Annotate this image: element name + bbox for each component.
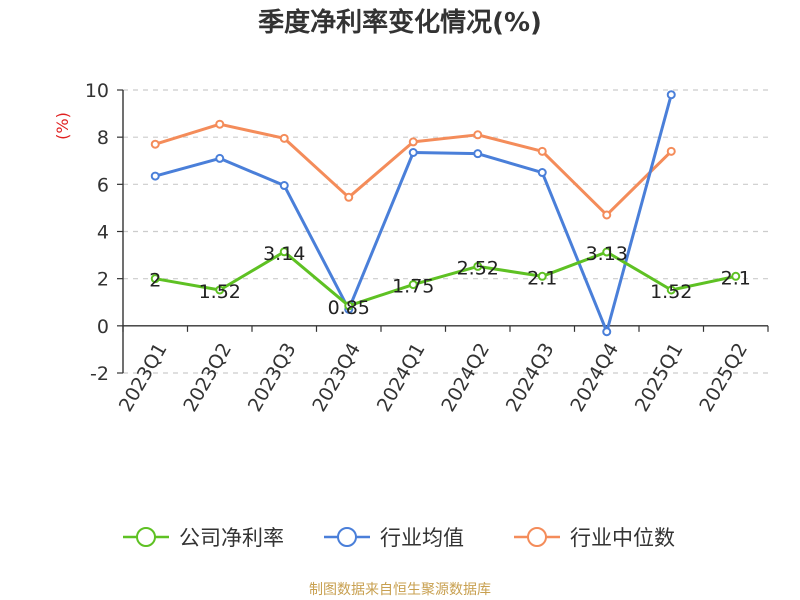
y-tick-label: 8 bbox=[97, 127, 109, 149]
legend-label: 行业中位数 bbox=[570, 526, 675, 550]
data-label: 2 bbox=[149, 270, 161, 292]
data-point bbox=[537, 168, 547, 178]
axes bbox=[117, 89, 769, 374]
legend-label: 公司净利率 bbox=[179, 526, 284, 550]
data-point bbox=[279, 133, 289, 143]
x-tick-label: 2025Q1 bbox=[631, 339, 688, 415]
data-point bbox=[537, 146, 547, 156]
data-label: 3.13 bbox=[586, 243, 628, 265]
legend-item[interactable]: 行业均值 bbox=[324, 526, 464, 550]
data-point bbox=[279, 181, 289, 191]
x-tick-labels: 2023Q1 2023Q2 2023Q3 2023Q4 2024Q1 2024Q2 2024… bbox=[115, 339, 752, 415]
y-tick-label: 6 bbox=[97, 174, 109, 196]
data-point bbox=[215, 119, 225, 129]
data-point bbox=[731, 271, 741, 281]
data-point bbox=[215, 285, 225, 295]
x-tick-label: 2024Q3 bbox=[502, 339, 559, 415]
legend: 公司净利率 行业均值 行业中位数 bbox=[123, 526, 675, 550]
legend-item[interactable]: 公司净利率 bbox=[123, 526, 284, 550]
x-tick-label: 2023Q2 bbox=[179, 339, 236, 415]
series-points bbox=[150, 90, 741, 337]
data-label: 2.52 bbox=[457, 257, 499, 279]
data-point bbox=[150, 139, 160, 149]
data-point bbox=[408, 137, 418, 147]
y-tick-label: -2 bbox=[90, 363, 109, 385]
x-tick-label: 2023Q3 bbox=[244, 339, 301, 415]
data-label: 2.1 bbox=[721, 267, 751, 289]
data-point bbox=[150, 171, 160, 181]
x-tick-label: 2025Q2 bbox=[695, 339, 752, 415]
legend-swatch-marker bbox=[136, 527, 156, 547]
data-source-note: 制图数据来自恒生聚源数据库 bbox=[309, 582, 491, 598]
data-label: 1.75 bbox=[392, 276, 434, 298]
data-point bbox=[344, 301, 354, 311]
x-tick-label: 2024Q4 bbox=[566, 339, 623, 415]
data-point bbox=[408, 147, 418, 157]
data-point bbox=[666, 90, 676, 100]
x-tick-label: 2023Q4 bbox=[308, 339, 365, 415]
legend-item[interactable]: 行业中位数 bbox=[514, 526, 675, 550]
y-tick-labels: -2 0 2 4 6 8 10 bbox=[85, 80, 109, 385]
data-point bbox=[473, 261, 483, 271]
x-tick-label: 2024Q2 bbox=[437, 339, 494, 415]
series-lines bbox=[154, 94, 737, 334]
data-label: 3.14 bbox=[263, 243, 305, 265]
data-point bbox=[666, 146, 676, 156]
data-point bbox=[473, 149, 483, 159]
y-tick-label: 10 bbox=[85, 80, 109, 102]
y-tick-label: 4 bbox=[97, 222, 109, 244]
data-point bbox=[408, 280, 418, 290]
y-tick-label: 2 bbox=[97, 269, 109, 291]
legend-label: 行业均值 bbox=[380, 526, 464, 550]
data-point bbox=[344, 192, 354, 202]
data-point bbox=[602, 247, 612, 257]
data-labels: 2 1.52 3.14 0.85 1.75 2.52 2.1 3.13 1.52 2.1 bbox=[149, 243, 751, 319]
x-tick-label: 2024Q1 bbox=[373, 339, 430, 415]
legend-swatch-marker bbox=[527, 527, 547, 547]
y-axis-unit: (%) bbox=[53, 112, 72, 140]
y-tick-label: 0 bbox=[97, 316, 109, 338]
chart-title: 季度净利率变化情况(%) bbox=[258, 8, 542, 38]
data-label: 2.1 bbox=[527, 267, 557, 289]
data-point bbox=[473, 130, 483, 140]
data-point bbox=[279, 247, 289, 257]
data-label: 1.52 bbox=[199, 281, 241, 303]
data-point bbox=[537, 271, 547, 281]
data-point bbox=[150, 274, 160, 284]
data-point bbox=[215, 153, 225, 163]
data-point bbox=[602, 210, 612, 220]
legend-swatch-marker bbox=[337, 527, 357, 547]
series-line bbox=[154, 250, 737, 308]
data-label: 0.85 bbox=[328, 297, 370, 319]
data-point bbox=[602, 327, 612, 337]
data-point bbox=[666, 285, 676, 295]
data-label: 1.52 bbox=[650, 281, 692, 303]
